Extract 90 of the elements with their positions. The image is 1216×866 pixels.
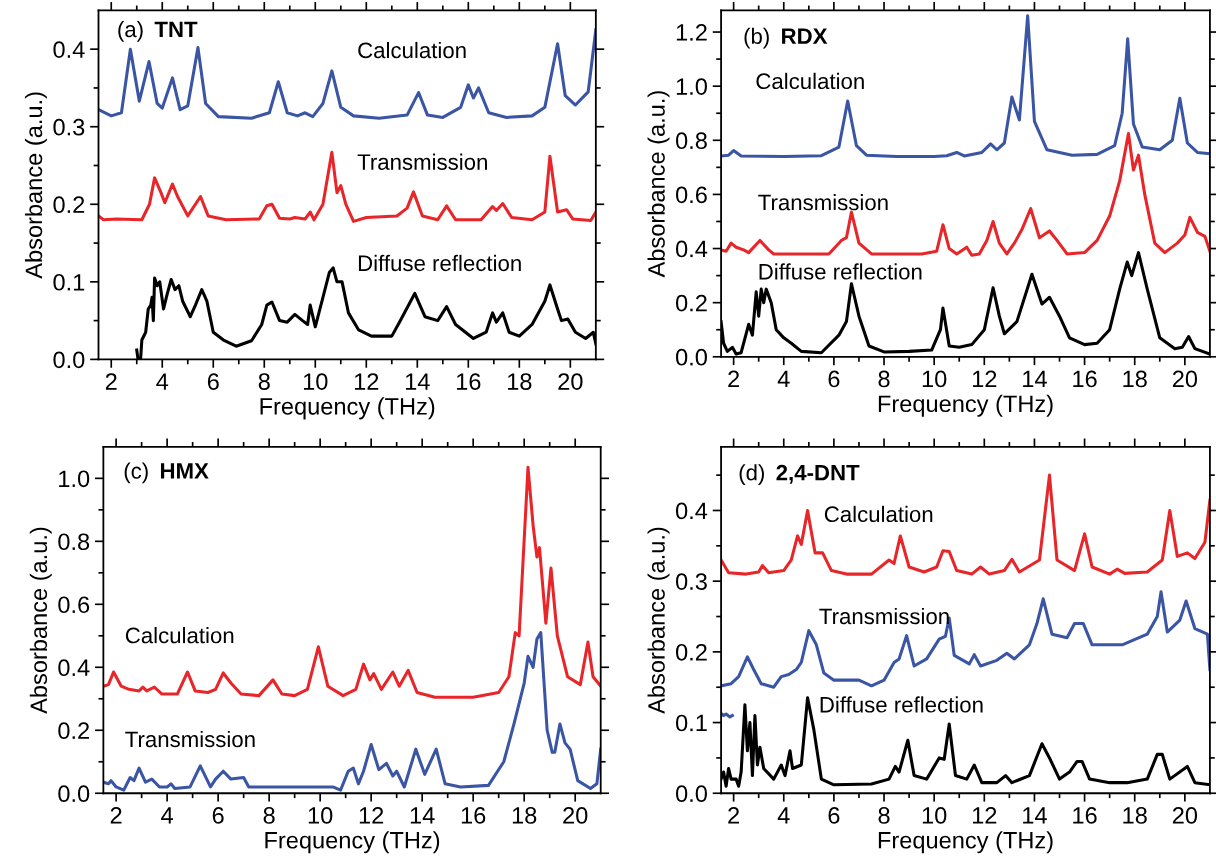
y-tick-label: 0.0 (53, 351, 85, 369)
series-label: Calculation (125, 627, 234, 644)
y-tick-label: 0.3 (53, 118, 85, 136)
series-label: Calculation (358, 41, 466, 59)
x-tick-label: 12 (354, 373, 379, 390)
x-tick-label: 10 (922, 807, 947, 824)
x-tick-label: 14 (405, 373, 430, 390)
x-tick-label: 4 (777, 807, 790, 824)
series-label: Transmission (357, 153, 487, 170)
chart-title: (a) TNT (118, 20, 198, 42)
y-axis-title: Absorbance (a.u.) (24, 92, 47, 279)
x-tick-label: 10 (922, 370, 947, 388)
x-axis-title: Frequency (THz) (260, 397, 435, 420)
y-tick-label: 0.2 (676, 643, 707, 661)
y-axis-title: Absorbance (a.u.) (647, 91, 670, 278)
series-label: Diffuse reflection (820, 696, 983, 713)
x-tick-label: 6 (207, 373, 219, 390)
y-tick-label: 0.0 (676, 348, 707, 366)
y-tick-label: 1.2 (676, 24, 707, 41)
y-tick-label: 0.1 (676, 714, 707, 732)
x-tick-label: 8 (263, 807, 275, 824)
series-label: Diffuse reflection (358, 254, 521, 272)
x-tick-label: 12 (972, 370, 997, 388)
x-tick-label: 8 (878, 807, 890, 824)
x-tick-label: 14 (1023, 370, 1047, 388)
line-series (721, 132, 1210, 257)
y-tick-label: 0.2 (58, 722, 89, 740)
y-tick-label: 0.8 (676, 132, 707, 150)
y-tick-label: 0.6 (676, 186, 707, 204)
x-tick-label: 14 (410, 807, 435, 824)
x-tick-label: 2 (110, 807, 122, 824)
y-tick-label: 0.4 (53, 41, 85, 58)
x-tick-label: 16 (1073, 370, 1097, 388)
y-tick-label: 0.0 (676, 785, 707, 803)
x-tick-label: 12 (972, 807, 997, 824)
series-label: Diffuse reflection (759, 263, 922, 280)
x-tick-label: 20 (558, 373, 583, 390)
y-tick-label: 0.4 (58, 659, 90, 677)
x-tick-label: 18 (508, 373, 532, 390)
line-series (721, 590, 1210, 689)
y-tick-label: 0.4 (676, 502, 708, 520)
x-tick-label: 18 (1123, 370, 1147, 388)
x-axis-title: Frequency (THz) (878, 831, 1053, 854)
y-axis-title: Absorbance (a.u.) (29, 527, 52, 714)
x-tick-label: 18 (512, 807, 537, 824)
y-axis-title: Absorbance (a.u.) (647, 527, 670, 714)
y-tick-label: 0.4 (676, 240, 708, 258)
y-tick-label: 0.1 (53, 273, 85, 291)
x-tick-label: 20 (563, 807, 588, 824)
x-axis-title: Frequency (THz) (878, 394, 1053, 417)
x-tick-label: 8 (258, 373, 270, 390)
x-tick-label: 12 (359, 807, 384, 824)
x-tick-label: 10 (303, 373, 328, 390)
x-tick-label: 4 (777, 370, 790, 388)
x-axis-title: Frequency (THz) (265, 831, 440, 854)
x-tick-label: 20 (1172, 370, 1198, 388)
series-label: Calculation (824, 505, 933, 523)
y-tick-label: 0.2 (676, 294, 707, 312)
series-label: Transmission (125, 730, 255, 748)
text: (b) RDX (744, 27, 828, 49)
line-series (98, 150, 596, 223)
x-tick-label: 14 (1023, 807, 1047, 824)
x-tick-label: 2 (728, 370, 739, 388)
x-tick-label: 2 (105, 373, 117, 390)
x-tick-label: 4 (156, 373, 169, 390)
series-label: Calculation (756, 72, 864, 90)
x-tick-label: 8 (878, 370, 890, 388)
x-tick-label: 4 (161, 807, 173, 824)
y-tick-label: 1.0 (59, 470, 90, 488)
x-tick-label: 6 (828, 807, 840, 824)
line-series (721, 14, 1210, 159)
series-label: Transmission (819, 607, 949, 625)
y-tick-label: 0.2 (53, 196, 85, 214)
x-tick-label: 16 (1073, 807, 1097, 824)
x-tick-label: 2 (728, 807, 739, 824)
x-tick-label: 20 (1172, 807, 1198, 824)
y-tick-label: 1.0 (676, 78, 707, 95)
x-tick-label: 10 (308, 807, 333, 824)
x-tick-label: 16 (461, 807, 486, 824)
x-tick-label: 6 (828, 370, 840, 388)
x-tick-label: 6 (212, 807, 224, 824)
y-tick-label: 0.0 (58, 785, 90, 803)
text: (d) 2,4-DNT (739, 464, 860, 485)
series-label: Transmission (758, 194, 888, 211)
x-tick-label: 16 (456, 373, 481, 390)
text: (c) HMX (124, 462, 209, 484)
y-tick-label: 0.6 (58, 596, 90, 614)
y-tick-label: 0.3 (676, 573, 707, 590)
x-tick-label: 18 (1123, 807, 1147, 824)
y-tick-label: 0.8 (58, 533, 90, 551)
